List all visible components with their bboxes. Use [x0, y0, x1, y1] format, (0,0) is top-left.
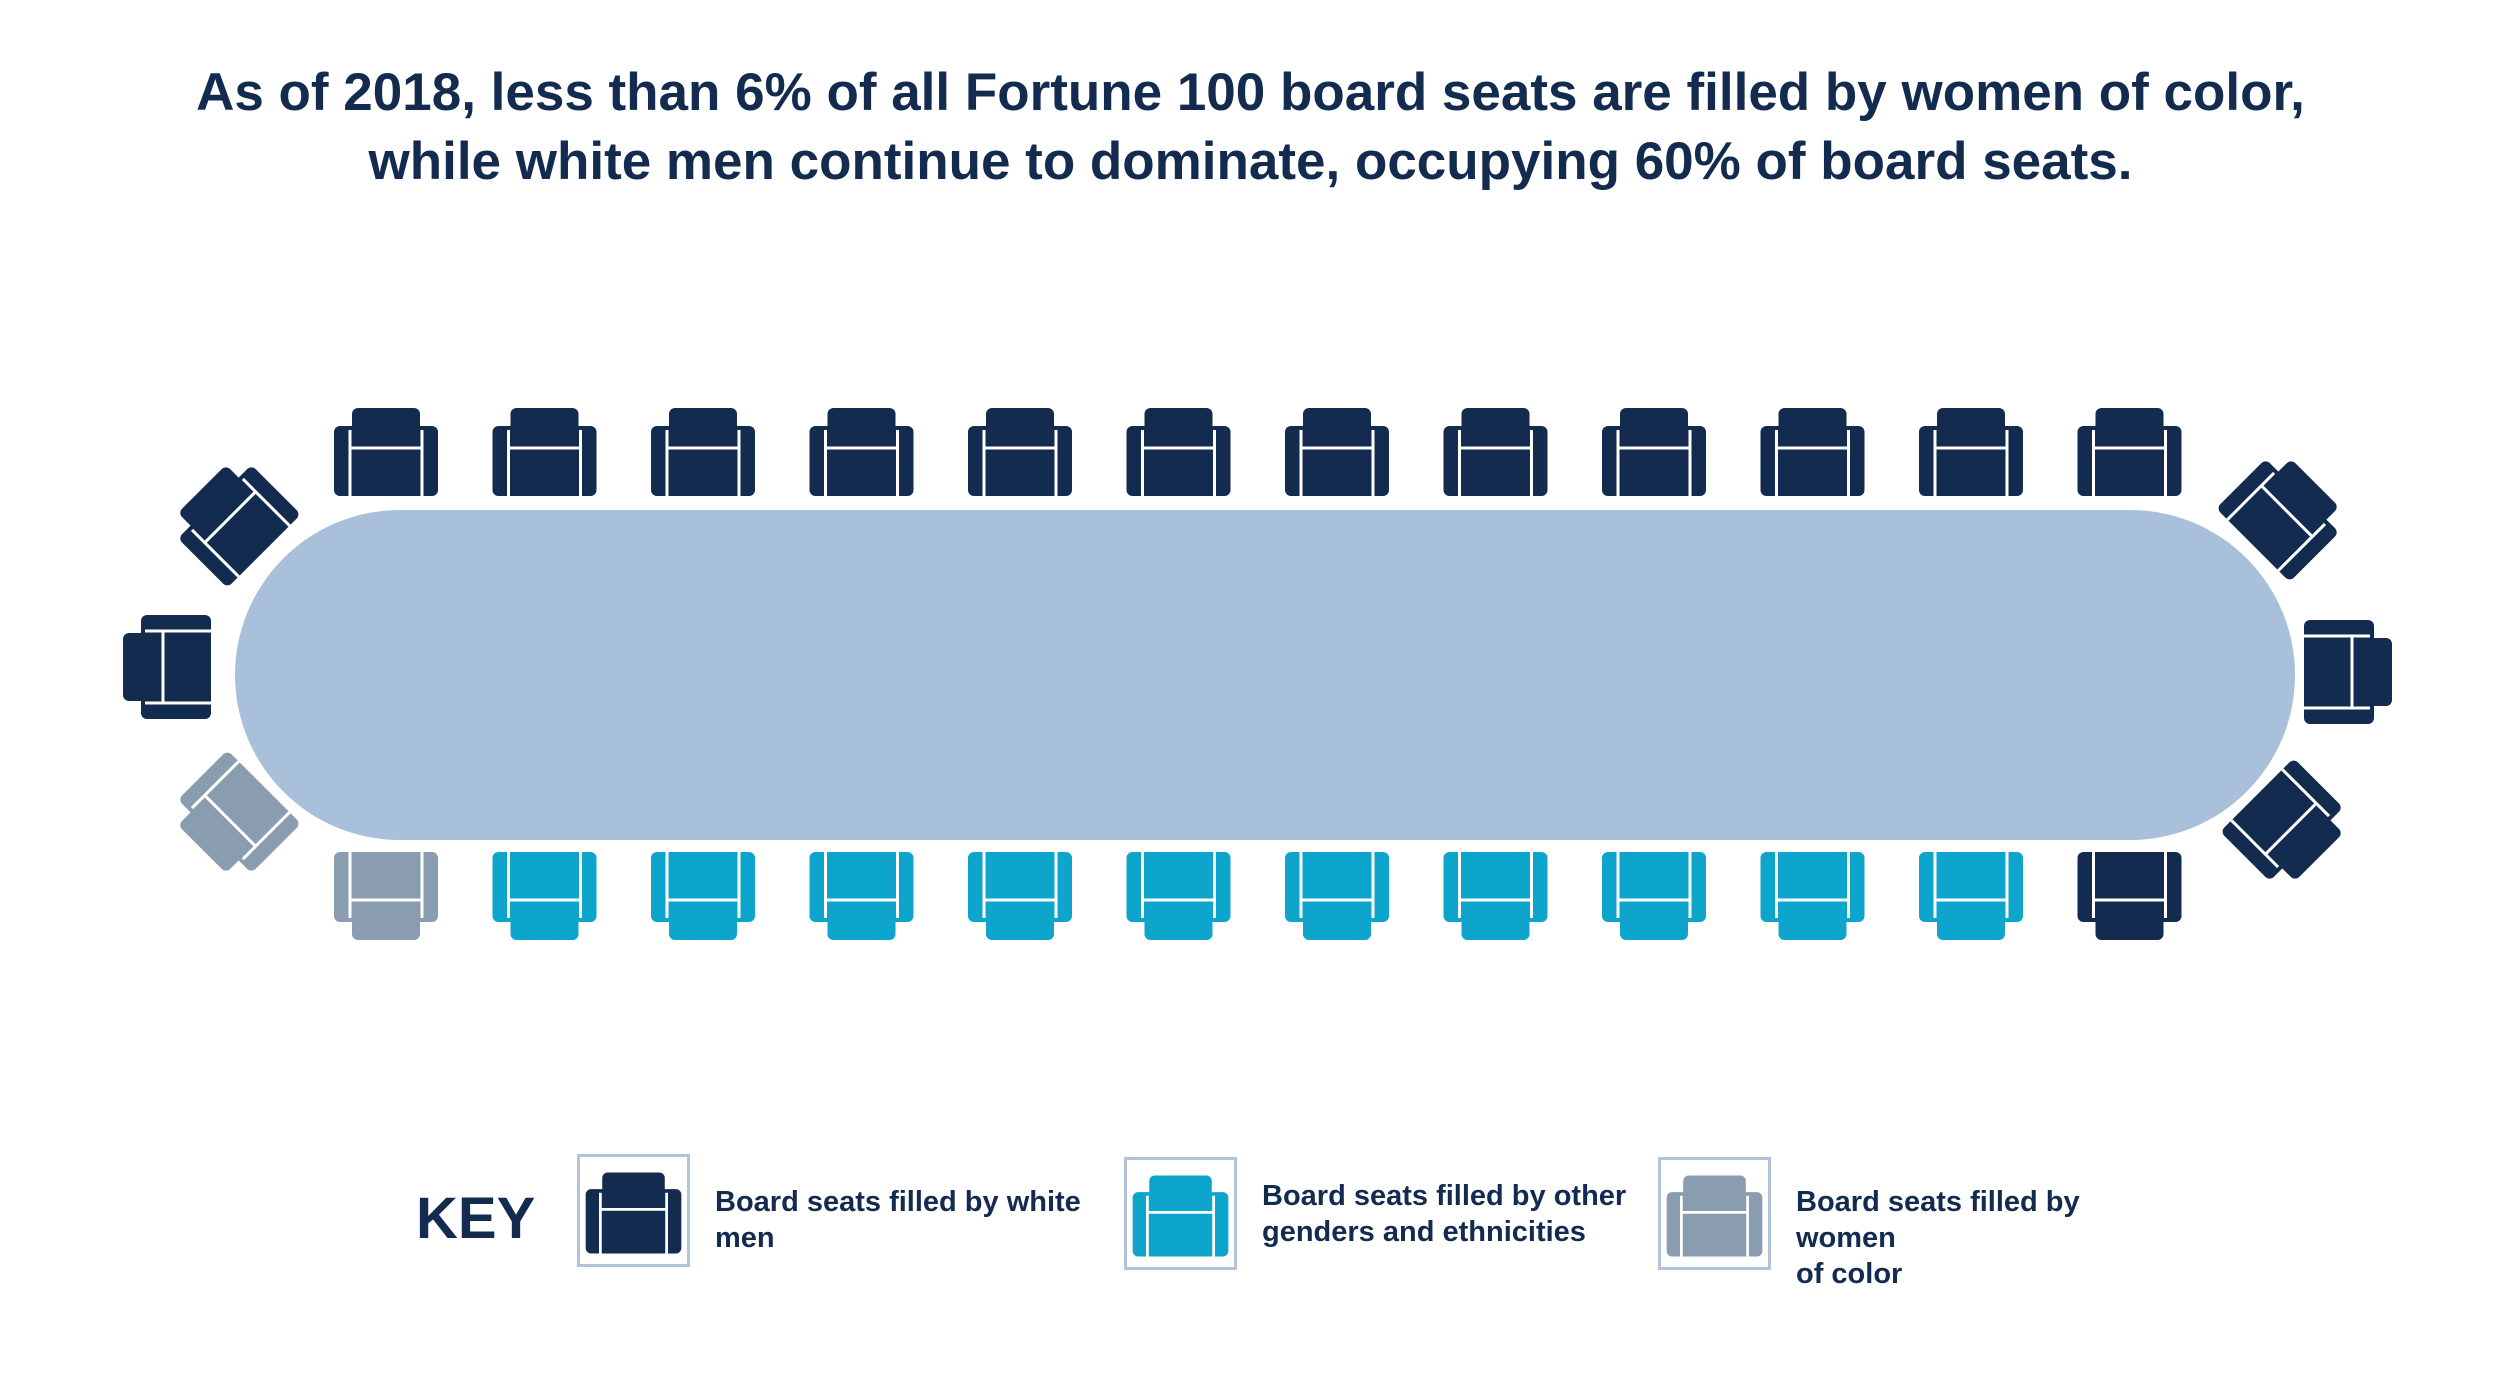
key-swatch-other — [1124, 1157, 1237, 1270]
seat-white-men — [1285, 408, 1389, 496]
seat-white-men — [334, 408, 438, 496]
seat-white-men — [2077, 408, 2182, 496]
key-text-line: of color — [1796, 1258, 1903, 1290]
seat-white-men — [1602, 408, 1706, 496]
key-text-line: Board seats filled by white — [715, 1186, 1081, 1218]
seat-other — [651, 852, 755, 940]
seat-other — [1602, 852, 1706, 940]
seat-other — [492, 852, 597, 940]
seat-white-men — [651, 408, 755, 496]
seat-white-men — [2077, 852, 2182, 940]
key-text-line: Board seats filled by women — [1796, 1186, 2080, 1254]
seat-white-men — [123, 615, 211, 719]
key-text-women-of-color: Board seats filled by women of color — [1796, 1184, 2166, 1292]
seat-other — [1760, 852, 1865, 940]
seat-white-men — [1760, 408, 1865, 496]
seat-women-of-color — [180, 752, 299, 871]
key-text-white-men: Board seats filled by white men — [715, 1184, 1085, 1256]
seat-white-men — [968, 408, 1072, 496]
seat-white-men — [809, 408, 914, 496]
seat-other — [1443, 852, 1548, 940]
seat-other — [809, 852, 914, 940]
key-text-line: genders and ethnicities — [1262, 1216, 1586, 1248]
seat-white-men — [1443, 408, 1548, 496]
chair-icon — [1132, 1175, 1229, 1257]
key-text-line: men — [715, 1222, 775, 1254]
title-line-1: As of 2018, less than 6% of all Fortune … — [196, 63, 2305, 122]
seat-other — [1919, 852, 2023, 940]
key-text-line: Board seats filled by other — [1262, 1180, 1627, 1212]
seat-other — [1285, 852, 1389, 940]
seat-white-men — [492, 408, 597, 496]
seat-white-men — [180, 467, 299, 586]
chair-icon — [1666, 1175, 1763, 1257]
seat-other — [1126, 852, 1231, 940]
conference-table — [235, 510, 2295, 840]
title-line-2: while white men continue to dominate, oc… — [368, 132, 2133, 191]
key-label: KEY — [416, 1186, 536, 1251]
seat-white-men — [2222, 760, 2341, 879]
seat-other — [968, 852, 1072, 940]
key-swatch-white-men — [577, 1154, 690, 1267]
seat-white-men — [1919, 408, 2023, 496]
seat-women-of-color — [334, 852, 438, 940]
seat-white-men — [1126, 408, 1231, 496]
seat-white-men — [2218, 461, 2337, 580]
key-text-other: Board seats filled by other genders and … — [1262, 1178, 1632, 1250]
seat-white-men — [2304, 620, 2392, 724]
key-swatch-women-of-color — [1658, 1157, 1771, 1270]
chair-icon — [585, 1172, 682, 1254]
page-title: As of 2018, less than 6% of all Fortune … — [0, 58, 2501, 196]
seats-layer — [123, 408, 2392, 940]
